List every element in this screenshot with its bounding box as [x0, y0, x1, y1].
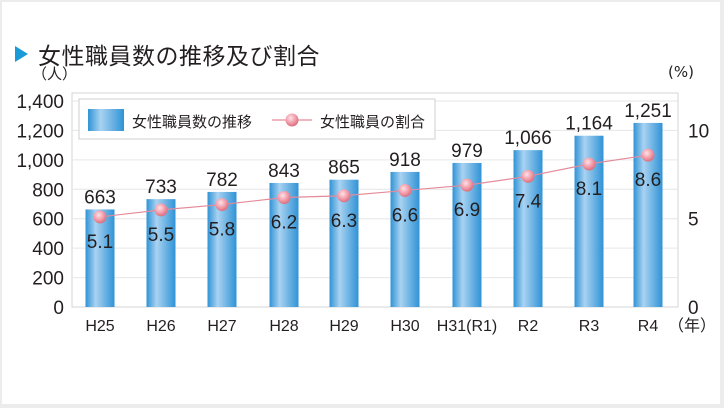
x-tick-label: H29: [329, 318, 358, 335]
y-tick-label: 1,400: [16, 92, 64, 113]
bar-value-label: 733: [145, 177, 177, 198]
y2-tick-label: 5: [688, 210, 699, 231]
x-tick-label: H28: [269, 318, 298, 335]
ratio-marker: [154, 203, 168, 217]
y2-tick-label: 0: [688, 298, 699, 319]
x-tick-label: R4: [638, 318, 659, 335]
ratio-marker: [277, 191, 291, 205]
ratio-marker: [460, 178, 474, 192]
ratio-line: [99, 154, 649, 218]
chart-title-text: 女性職員数の推移及び割合: [38, 44, 320, 70]
ratio-marker: [215, 198, 229, 212]
ratio-value-label: 5.1: [87, 232, 113, 253]
ratio-value-label: 6.3: [331, 211, 357, 232]
y-tick-label: 400: [32, 239, 64, 260]
ratio-marker: [582, 157, 596, 171]
ratio-value-label: 7.4: [515, 191, 542, 212]
x-tick-label: R3: [579, 318, 600, 335]
x-tick-label: H25: [85, 318, 114, 335]
y-tick-label: 600: [32, 210, 64, 231]
bar-value-label: 1,164: [565, 114, 613, 135]
y-tick-label: 1,000: [16, 151, 64, 172]
bar-value-label: 782: [206, 170, 238, 191]
bar-value-label: 865: [328, 158, 360, 179]
ratio-marker: [93, 210, 107, 224]
ratio-marker: [641, 148, 655, 162]
chart-title: 女性職員数の推移及び割合: [15, 37, 320, 71]
legend-marker-icon: [285, 113, 299, 127]
y2-tick-label: 10: [688, 121, 709, 142]
bar-value-label: 1,251: [624, 101, 672, 122]
left-axis-unit: （人）: [32, 65, 78, 83]
bar-value-label: 918: [389, 150, 421, 171]
y-tick-label: 200: [32, 269, 64, 290]
ratio-value-label: 8.1: [576, 179, 602, 200]
ratio-marker: [337, 189, 351, 203]
right-axis-unit: (%): [668, 63, 694, 81]
x-tick-label: H30: [390, 318, 419, 335]
bar-value-label: 843: [268, 161, 300, 182]
x-tick-label: H26: [146, 318, 175, 335]
x-tick-label: R2: [518, 318, 539, 335]
bar-value-label: 1,066: [504, 128, 552, 149]
y-tick-label: 800: [32, 180, 64, 201]
x-tick-label: H31(R1): [437, 318, 497, 335]
legend-bar-label: 女性職員数の推移: [132, 113, 252, 131]
ratio-marker: [521, 169, 535, 183]
ratio-value-label: 6.9: [454, 200, 480, 221]
y-tick-label: 0: [53, 298, 64, 319]
bar: [85, 209, 115, 307]
legend: [78, 98, 436, 140]
legend-line-label: 女性職員の割合: [320, 113, 425, 131]
ratio-value-label: 8.6: [635, 170, 661, 191]
y-tick-label: 1,200: [16, 121, 64, 142]
ratio-value-label: 6.6: [392, 205, 418, 226]
bar: [146, 199, 176, 307]
x-tick-label: H27: [207, 318, 236, 335]
ratio-value-label: 5.5: [148, 225, 174, 246]
ratio-value-label: 5.8: [209, 220, 235, 241]
legend-bar-swatch-icon: [88, 109, 124, 131]
bar: [207, 191, 237, 307]
bar-value-label: 663: [84, 187, 116, 208]
x-axis-unit: （年）: [668, 316, 716, 335]
bar-value-label: 979: [451, 141, 483, 162]
ratio-marker: [398, 183, 412, 197]
triangle-marker-icon: [15, 46, 28, 62]
ratio-value-label: 6.2: [271, 213, 297, 234]
